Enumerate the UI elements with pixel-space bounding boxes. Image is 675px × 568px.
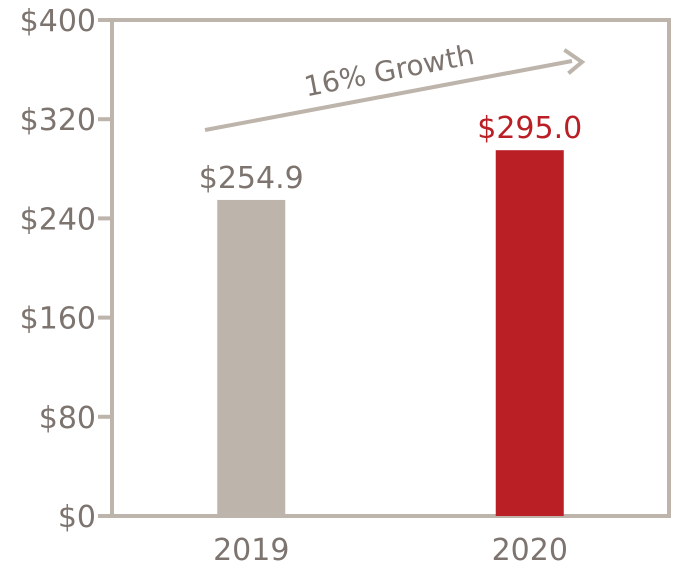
data-labels: $254.9 $295.0 xyxy=(199,111,582,196)
data-label-2019: $254.9 xyxy=(199,161,304,196)
y-tick-label: $0 xyxy=(58,500,96,535)
y-tick-label: $320 xyxy=(20,103,96,138)
bars xyxy=(217,150,564,516)
x-tick-label: 2020 xyxy=(492,533,568,568)
growth-arrow-head xyxy=(563,48,586,75)
y-tick-label: $80 xyxy=(39,401,96,436)
y-axis-ticks: $0 $80 $160 $240 $320 $400 xyxy=(20,4,112,535)
bar-2020 xyxy=(495,150,564,516)
bar-2019 xyxy=(217,199,286,516)
plot-frame xyxy=(110,18,671,518)
growth-arrow-line xyxy=(204,59,573,132)
x-axis-ticks: 2019 2020 xyxy=(213,533,568,568)
y-tick-label: $160 xyxy=(20,302,96,337)
y-tick-label: $240 xyxy=(20,202,96,237)
data-label-2020: $295.0 xyxy=(477,111,582,146)
y-tick-label: $400 xyxy=(20,4,96,39)
x-tick-label: 2019 xyxy=(213,533,289,568)
